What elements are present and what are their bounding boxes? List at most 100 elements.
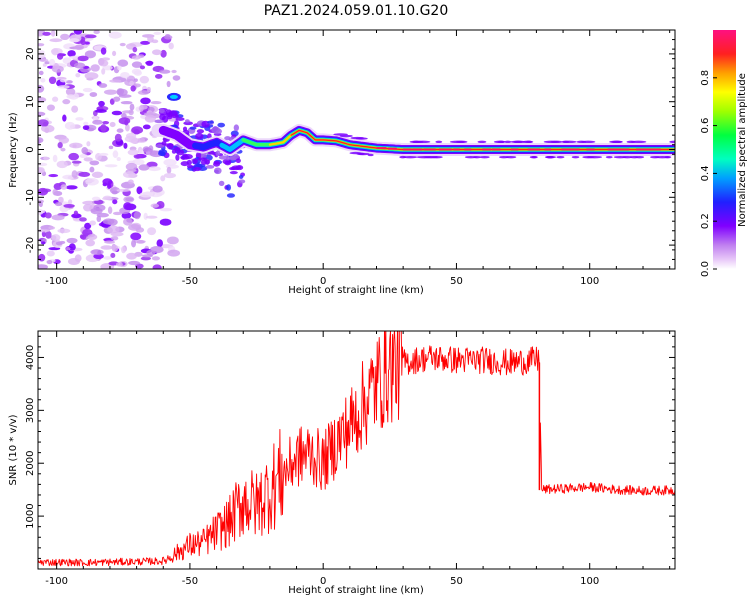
spectrogram-noise-blob [71,160,82,164]
spectrogram-noise-blob [166,236,179,245]
spectrogram-y-tick-label: -10 [25,189,36,205]
spectrogram-noise-blob [83,204,93,212]
snr-y-tick-label: 1000 [25,503,36,528]
spectrogram-noise-blob [43,156,49,161]
spectrogram-ridge-flicker [531,155,538,159]
spectrogram-noise-blob [66,94,76,99]
spectrogram-noise-blob [62,99,71,105]
spectrogram-noise-blob [98,59,109,67]
spectrogram-transition-blob [180,161,189,167]
spectrogram-noise-blob [68,243,76,251]
spectrogram-noise-blob [126,252,137,260]
spectrogram-ridge-flicker [402,155,418,159]
snr-x-tick-label: 50 [450,576,463,587]
spectrogram-noise-blob [46,259,53,265]
spectrogram-noise-blob [57,85,70,89]
spectrogram-noise-blob [131,239,137,248]
snr-y-tick-label: 4000 [25,345,36,370]
spectrogram-ridge-flicker [630,140,647,144]
spectrogram-ridge-flicker [355,137,368,140]
spectrogram-noise-blob [84,34,97,39]
spectrogram-noise-blob [42,31,51,36]
spectrogram-noise-blob [112,199,118,205]
spectrogram-noise-blob [102,178,113,186]
spectrogram-noise-blob [45,230,52,239]
spectrogram-noise-blob [119,42,126,47]
spectrogram-transition-blob [215,150,221,157]
spectrogram-noise-blob [48,174,59,178]
spectrogram-noise-blob [80,234,87,240]
spectrogram-noise-blob [57,228,71,234]
spectrogram-noise-blob [83,121,89,126]
spectrogram-noise-blob [60,184,68,190]
spectrogram-ridge-flicker [464,155,477,159]
spectrogram-noise-blob [109,79,122,83]
spectrogram-ridge-flicker [477,140,487,144]
spectrogram-noise-blob [152,185,163,193]
spectrogram-noise-blob [113,96,121,102]
spectrogram-noise-blob [139,137,146,143]
spectrogram-noise-blob [98,152,109,157]
spectrogram-noise-blob [107,225,120,234]
spectrogram-transition-blob [207,120,214,124]
spectrogram-noise-blob [159,207,173,212]
spectrogram-noise-blob [84,222,92,230]
spectrogram-transition-blob [229,171,238,175]
spectrogram-noise-blob [128,260,140,266]
spectrogram-ridge-flicker [367,153,374,157]
spectrogram-noise-blob [73,30,83,35]
spectrogram-noise-blob [39,58,49,62]
spectrogram-noise-blob [73,62,86,69]
spectrogram-noise-blob [138,164,150,171]
spectrogram-transition-blob [233,124,240,132]
spectrogram-noise-blob [50,30,56,37]
spectrogram-transition-blob [158,150,166,156]
snr-y-tick-label: 3000 [25,398,36,423]
spectrogram-noise-blob [128,223,141,231]
spectrogram-noise-blob [123,217,133,226]
spectrogram-noise-blob [117,65,122,71]
spectrogram-noise-blob [150,203,160,208]
spectrogram-transition-blob [229,166,236,171]
spectrogram-ridge-flicker [358,152,365,156]
spectrogram-noise-blob [93,30,100,35]
spectrogram-noise-blob [107,183,112,190]
spectrogram-spot-core [169,94,178,99]
spectrogram-noise-blob [56,160,68,169]
spectrogram-transition-blob [158,108,165,113]
spectrogram-noise-blob [38,162,48,167]
spectrogram-noise-blob [89,92,98,97]
spectrogram-noise-blob [121,110,133,114]
spectrogram-noise-blob [85,239,96,247]
spectrogram-noise-blob [122,171,136,178]
spectrogram-noise-blob [71,170,78,179]
spectrogram-noise-blob [91,171,104,178]
spectrogram-noise-blob [160,175,166,182]
spectrogram-noise-blob [52,154,58,163]
spectrogram-marks [38,30,675,269]
spectrogram-noise-blob [152,264,162,269]
spectrogram-noise-blob [60,33,70,41]
spectrogram-transition-blob [182,153,188,158]
spectrogram-noise-blob [64,121,76,130]
snr-y-tick-label: 2000 [25,450,36,475]
spectrogram-noise-blob [108,145,114,150]
spectrogram-noise-blob [103,195,112,200]
spectrogram-noise-blob [48,226,56,230]
snr-y-axis-label: SNR (10 * v/v) [8,414,19,485]
spectrogram-noise-blob [38,138,41,145]
spectrogram-noise-blob [66,237,78,244]
spectrogram-noise-blob [65,246,71,251]
spectrogram-x-tick-label: 0 [320,276,326,287]
spectrogram-noise-blob [65,80,73,84]
spectrogram-noise-blob [103,89,118,95]
spectrogram-noise-blob [109,121,116,128]
spectrogram-noise-blob [160,49,167,58]
spectrogram-noise-blob [129,103,135,111]
spectrogram-ridge-flicker [416,155,432,159]
spectrogram-noise-blob [130,232,142,241]
spectrogram-transition-blob [193,166,202,172]
spectrogram-noise-blob [125,162,138,171]
spectrogram-noise-blob [38,187,49,196]
spectrogram-ridge-flicker [333,133,348,136]
